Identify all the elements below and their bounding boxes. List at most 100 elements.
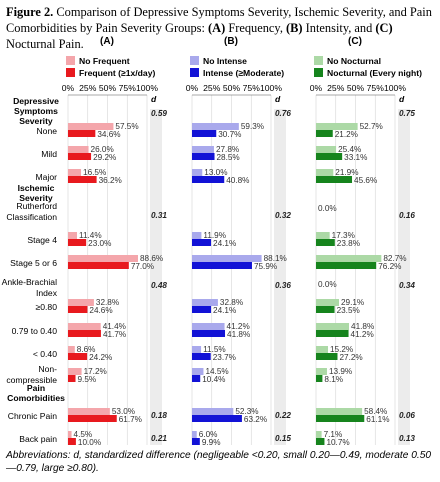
bar-label: 53.0%	[112, 407, 135, 416]
x-tick-label: 50%	[99, 83, 117, 93]
bar-label: 24.2%	[89, 353, 112, 362]
bar-label: 23.8%	[337, 239, 360, 248]
bar-label: 17.3%	[332, 231, 355, 240]
bar-label: 88.6%	[140, 254, 163, 263]
bar-light	[316, 255, 382, 262]
x-tick-label: 0%	[186, 83, 199, 93]
row-label: Rutherford	[16, 201, 57, 211]
d-value: 0.75	[399, 109, 415, 118]
d-value: 0.06	[399, 411, 415, 420]
bar-light	[68, 146, 89, 153]
legend-swatch	[314, 68, 323, 77]
bar-dark	[68, 153, 92, 160]
bar-light	[316, 169, 334, 176]
bar-label: 13.9%	[329, 367, 352, 376]
bar-dark	[192, 262, 252, 269]
caption-c-text: Nocturnal Pain.	[6, 37, 84, 51]
bar-label: 10.0%	[78, 438, 101, 447]
bar-light	[192, 232, 202, 239]
bar-light	[316, 299, 339, 306]
bar-dark	[192, 415, 242, 422]
caption-a-text: Frequency,	[225, 21, 287, 35]
panel-label: (A)	[100, 36, 114, 47]
legend-label: No Frequent	[79, 56, 130, 66]
caption-a: (A)	[208, 21, 226, 35]
x-tick-label: 100%	[384, 83, 406, 93]
d-value: 0.34	[399, 281, 415, 290]
d-column-band	[398, 109, 410, 445]
d-header: d	[151, 94, 157, 104]
bar-dark	[68, 353, 88, 360]
bar-label: 13.0%	[204, 168, 227, 177]
bar-dark	[316, 438, 325, 445]
bar-dark	[316, 239, 335, 246]
caption-b-text: Intensity, and	[302, 21, 376, 35]
bar-label: 58.4%	[364, 407, 387, 416]
legend-label: No Intense	[203, 56, 247, 66]
row-label: Chronic Pain	[8, 411, 57, 421]
bar-light	[316, 146, 337, 153]
legend-swatch	[66, 56, 75, 65]
bar-dark	[68, 330, 101, 337]
bar-light	[316, 232, 330, 239]
bar-label: 57.5%	[115, 122, 138, 131]
legend-swatch	[190, 56, 199, 65]
bar-label: 52.7%	[360, 122, 383, 131]
row-label: Stage 5 or 6	[10, 258, 57, 268]
bar-dark	[192, 153, 215, 160]
bar-label: 23.7%	[213, 353, 236, 362]
bar-light	[68, 368, 82, 375]
d-value: 0.36	[275, 281, 291, 290]
bar-label: 27.2%	[339, 353, 362, 362]
bar-label: 59.3%	[241, 122, 264, 131]
bar-label: 9.5%	[78, 375, 97, 384]
bar-label: 14.5%	[205, 367, 228, 376]
x-tick-label: 50%	[347, 83, 365, 93]
caption-c: (C)	[375, 21, 393, 35]
row-label: Classification	[6, 212, 57, 222]
bar-label: 45.6%	[354, 176, 377, 185]
bar-label: 40.8%	[226, 176, 249, 185]
x-tick-label: 25%	[327, 83, 345, 93]
bar-dark	[316, 353, 338, 360]
bar-label: 10.7%	[326, 438, 349, 447]
bar-light	[316, 408, 363, 415]
bar-light	[192, 255, 262, 262]
bar-label: 4.5%	[74, 430, 93, 439]
bar-dark	[192, 438, 200, 445]
section-heading-depressive: Symptoms	[14, 106, 58, 116]
bar-label: 15.2%	[330, 345, 353, 354]
bar-label: 41.8%	[227, 330, 250, 339]
panel-label: (B)	[224, 36, 238, 47]
d-value: 0.76	[275, 109, 291, 118]
bar-dark	[68, 415, 117, 422]
bar-light	[192, 408, 234, 415]
bar-light	[192, 123, 239, 130]
bar-label: 77.0%	[131, 262, 154, 271]
legend-label: No Nocturnal	[327, 56, 381, 66]
row-label: Non-	[38, 364, 57, 374]
legend-label: Intense (≥Moderate)	[203, 68, 284, 78]
bar-label: 61.7%	[119, 415, 142, 424]
x-tick-label: 0%	[62, 83, 75, 93]
bar-light	[68, 408, 110, 415]
row-label: Ankle-Brachial	[2, 277, 57, 287]
bar-dark	[68, 130, 96, 137]
bar-label: 24.6%	[89, 306, 112, 315]
bar-label: 26.0%	[91, 145, 114, 154]
row-label: Mild	[41, 149, 57, 159]
d-value: 0.15	[275, 434, 291, 443]
bar-dark	[192, 330, 226, 337]
bar-label: 6.0%	[199, 430, 218, 439]
bar-dark	[68, 176, 97, 183]
section-heading-depressive: Severity	[19, 116, 53, 126]
bar-label: 21.9%	[335, 168, 358, 177]
bar-label: 0.0%	[318, 280, 337, 289]
bar-light	[68, 346, 75, 353]
bar-dark	[192, 375, 201, 382]
bar-dark	[68, 438, 76, 445]
d-value: 0.18	[151, 411, 167, 420]
bar-light	[68, 169, 82, 176]
bar-label: 8.1%	[324, 375, 343, 384]
bar-label: 29.2%	[93, 153, 116, 162]
